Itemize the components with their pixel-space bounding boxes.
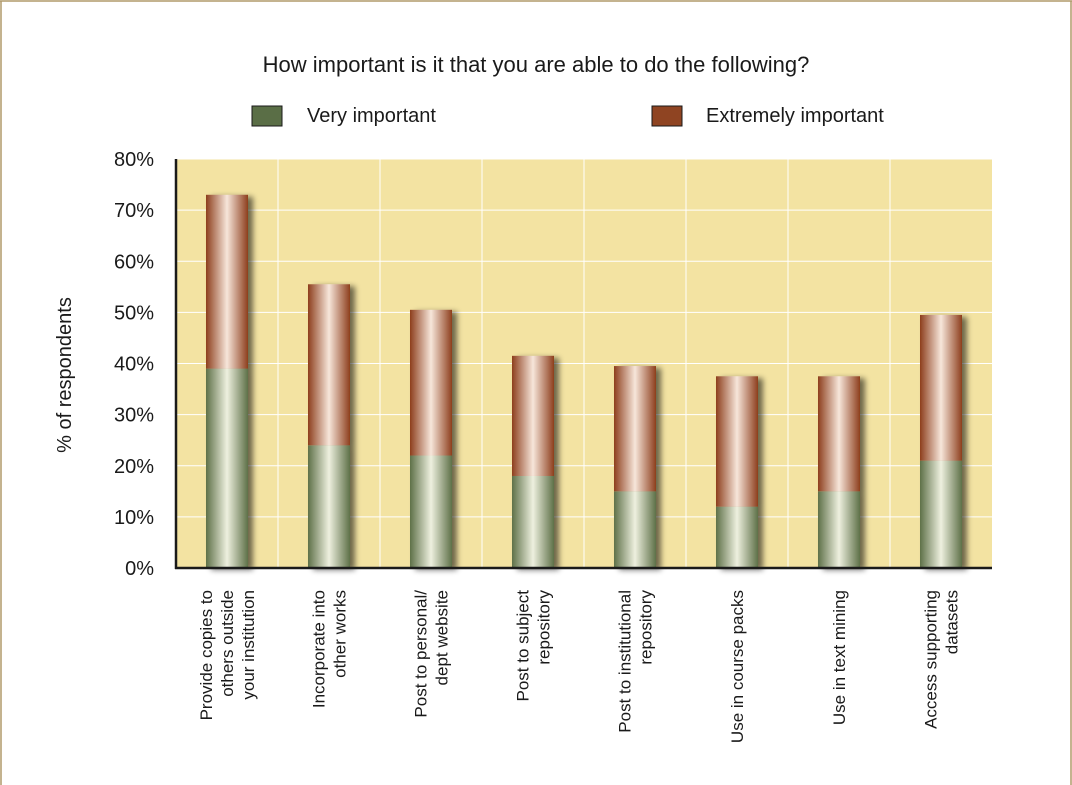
bar-extremely-important-0 (206, 194, 248, 369)
x-tick-label: Post to personal/ (412, 590, 431, 718)
y-tick-label: 20% (114, 456, 154, 478)
bar-very-important-2 (410, 455, 452, 568)
bar-very-important-3 (512, 475, 554, 568)
bar-stack-5 (716, 376, 758, 568)
x-tick-label: Access supporting (922, 590, 941, 729)
bar-extremely-important-5 (716, 376, 758, 507)
bar-extremely-important-6 (818, 376, 860, 492)
x-tick-label: other works (331, 590, 350, 678)
bar-extremely-important-3 (512, 355, 554, 476)
bar-stack-0 (206, 194, 248, 568)
axes (174, 159, 992, 570)
y-tick-label: 70% (114, 200, 154, 222)
bar-extremely-important-1 (308, 284, 350, 446)
y-tick-label: 40% (114, 354, 154, 376)
legend-label-extremely-important: Extremely important (706, 105, 884, 127)
legend-label-very-important: Very important (307, 105, 436, 127)
bar-very-important-6 (818, 491, 860, 568)
bar-stack-6 (818, 376, 860, 568)
y-tick-label: 60% (114, 251, 154, 273)
bar-very-important-0 (206, 368, 248, 568)
x-tick-label: others outside (218, 590, 237, 697)
legend-swatch-very-important (251, 105, 283, 127)
x-tick-label: Post to institutional (616, 590, 635, 733)
x-tick-label: dept website (433, 590, 452, 685)
bar-stack-3 (512, 355, 554, 568)
bar-extremely-important-2 (410, 309, 452, 456)
bar-stack-1 (308, 284, 350, 568)
bar-very-important-7 (920, 460, 962, 568)
bar-very-important-1 (308, 445, 350, 568)
x-tick-labels: Provide copies to others outside your inst… (197, 590, 962, 744)
legend-swatch-extremely-important (651, 105, 683, 127)
x-tick-label: Post to subject (514, 590, 533, 702)
x-tick-label: Use in text mining (830, 590, 849, 725)
x-tick-label: Incorporate into (310, 590, 329, 708)
bar-extremely-important-7 (920, 314, 962, 461)
y-tick-labels: 0% 10% 20% 30% 40% 50% 60% 70% 80% (114, 149, 154, 580)
bar-stack-2 (410, 309, 452, 568)
x-tick-label: repository (535, 590, 554, 665)
bars (206, 194, 962, 568)
bar-stack-4 (614, 366, 656, 568)
x-tick-label: datasets (943, 590, 962, 654)
x-tick-label: repository (637, 590, 656, 665)
y-tick-label: 0% (125, 558, 154, 580)
bar-very-important-4 (614, 491, 656, 568)
x-tick-label: your institution (239, 590, 258, 700)
bar-extremely-important-4 (614, 366, 656, 492)
y-tick-label: 10% (114, 507, 154, 529)
bar-stack-7 (920, 314, 962, 568)
x-tick-label: Provide copies to (197, 590, 216, 720)
y-axis-label: % of respondents (54, 297, 76, 453)
y-tick-label: 50% (114, 302, 154, 324)
chart-title: How important is it that you are able to… (263, 52, 810, 77)
bar-very-important-5 (716, 506, 758, 568)
x-tick-label: Use in course packs (728, 590, 747, 743)
y-tick-label: 30% (114, 405, 154, 427)
legend: Very important Extremely important (251, 105, 884, 127)
y-tick-label: 80% (114, 149, 154, 171)
